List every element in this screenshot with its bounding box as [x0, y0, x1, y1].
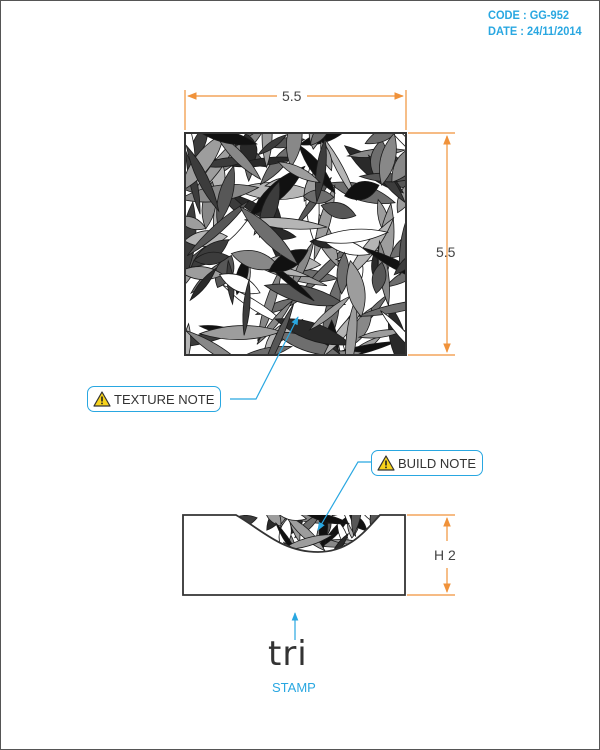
leaf-shape — [195, 133, 258, 146]
leaf-shape — [185, 329, 252, 355]
height-dimension-label: 5.5 — [436, 244, 456, 260]
leaf-shape — [320, 202, 357, 219]
stamp-label: STAMP — [272, 680, 316, 695]
leaf-shape — [268, 249, 309, 273]
leaf-shape — [186, 200, 250, 257]
leaf-shape — [185, 215, 207, 231]
leaf-shape — [239, 205, 299, 266]
leaf-texture-cut — [236, 515, 380, 552]
leaf-shape — [185, 322, 192, 355]
leaf-shape — [275, 515, 308, 521]
leaf-shape — [308, 295, 352, 331]
texture-note-text: TEXTURE NOTE — [114, 391, 215, 407]
leaf-shape — [198, 325, 283, 341]
leaf-shape — [345, 298, 358, 355]
leaf-shape — [193, 251, 230, 266]
side-height-dimension — [407, 514, 455, 596]
stamp-logo: tri — [268, 634, 308, 674]
side-view-outline — [182, 514, 406, 596]
title-block: CODE : GG-952 DATE : 24/11/2014 — [488, 7, 590, 39]
leaf-shape — [236, 534, 258, 552]
leaf-shape — [380, 310, 406, 355]
leaf-shape — [277, 161, 321, 183]
leaf-shape — [344, 181, 380, 201]
leaf-shape — [346, 259, 366, 318]
warning-triangle-icon — [93, 391, 111, 407]
top-view-outline — [184, 132, 407, 356]
leaf-shape — [185, 133, 226, 193]
leaf-shape — [275, 522, 301, 552]
texture-note-leader — [230, 316, 299, 400]
build-note-leader — [317, 461, 371, 531]
height-dimension — [408, 132, 455, 356]
leaf-shape — [259, 303, 295, 355]
leaf-shape — [353, 529, 380, 552]
leaf-shape — [387, 304, 406, 355]
side-height-label: H 2 — [434, 547, 456, 563]
leaf-shape — [398, 202, 406, 277]
build-note-text: BUILD NOTE — [398, 455, 477, 471]
leaf-shape — [242, 280, 251, 336]
leaf-shape — [393, 249, 406, 276]
leaf-shape — [371, 261, 387, 294]
build-note-callout: BUILD NOTE — [371, 450, 484, 476]
width-dimension — [184, 90, 407, 130]
width-dimension-label: 5.5 — [282, 88, 302, 104]
texture-note-callout: TEXTURE NOTE — [87, 386, 222, 412]
leaf-shape — [375, 133, 406, 169]
warning-triangle-icon — [377, 455, 395, 471]
leaf-shape — [189, 267, 217, 302]
leaf-shape — [379, 133, 397, 186]
drawing-code: CODE : GG-952 — [488, 8, 569, 22]
leaf-shape — [372, 531, 380, 552]
leaf-texture-top — [185, 133, 406, 355]
leaf-shape — [351, 515, 362, 537]
leaf-shape — [336, 251, 350, 295]
leaf-shape — [264, 515, 282, 527]
leaf-shape — [257, 134, 288, 156]
leaf-shape — [357, 329, 406, 339]
leaf-shape — [313, 228, 390, 244]
leaf-shape — [369, 515, 380, 534]
leaf-shape — [315, 137, 327, 204]
drawing-date: DATE : 24/11/2014 — [488, 24, 582, 38]
leaf-shape — [310, 133, 332, 146]
leaf-shape — [305, 515, 351, 525]
